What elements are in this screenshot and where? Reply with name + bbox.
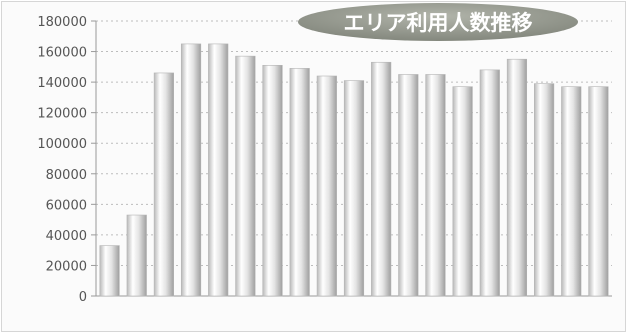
bars: [99, 43, 609, 297]
y-tick-label: 160000: [37, 46, 87, 61]
bar: [398, 74, 419, 297]
bar: [343, 80, 365, 297]
bar: [452, 86, 473, 297]
bar: [534, 83, 555, 297]
y-tick-label: 60000: [46, 198, 87, 213]
chart-title-group: エリア利用人数推移: [298, 3, 578, 41]
bar: [153, 72, 174, 297]
bar: [479, 69, 500, 297]
title-pill: [298, 3, 578, 41]
bar: [506, 58, 528, 297]
bar: [180, 43, 202, 297]
y-tick-label: 80000: [46, 168, 87, 183]
y-tick-label: 140000: [37, 76, 87, 91]
y-tick-label: 20000: [46, 259, 87, 274]
bar: [235, 55, 256, 297]
bar: [371, 61, 392, 297]
chart-title: エリア利用人数推移: [344, 11, 533, 35]
y-tick-label: 40000: [46, 229, 87, 244]
bar: [262, 65, 283, 297]
y-tick-label: 120000: [37, 107, 87, 122]
bar: [126, 214, 147, 297]
y-tick-label: 100000: [37, 137, 87, 152]
bar: [561, 86, 582, 297]
bar: [99, 245, 120, 297]
bar: [289, 68, 310, 297]
bar: [588, 86, 609, 297]
y-tick-labels: 0 20000 40000 60000 80000 100000 120000 140000 1…: [37, 15, 87, 305]
y-tick-label: 0: [79, 290, 87, 305]
bar: [425, 74, 446, 297]
bar: [316, 75, 337, 297]
bar: [208, 43, 229, 297]
y-tick-label: 180000: [37, 15, 87, 30]
